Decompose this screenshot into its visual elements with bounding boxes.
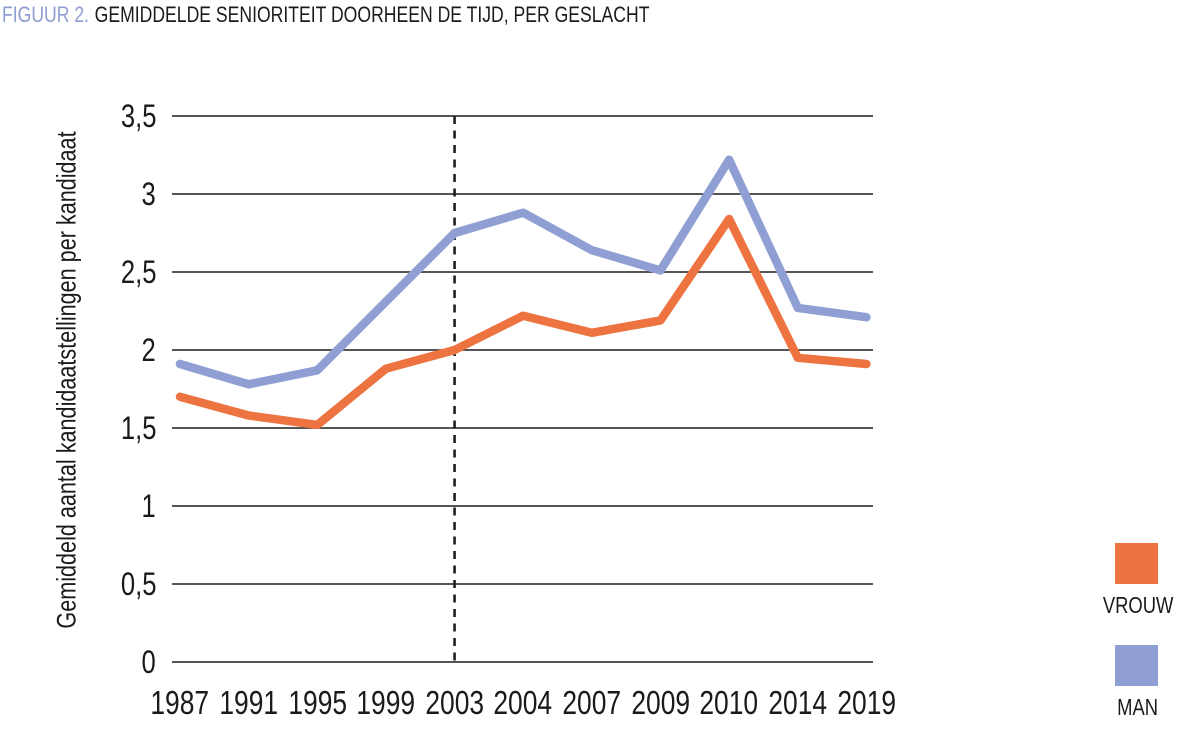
y-tick-label: 1 xyxy=(141,488,156,524)
x-tick-label: 2014 xyxy=(768,684,828,721)
y-tick-label: 3,5 xyxy=(120,98,156,134)
legend-swatch-vrouw xyxy=(1115,543,1158,584)
figure-title: FIGUUR 2. GEMIDDELDE SENIORITEIT DOORHEEN… xyxy=(2,2,811,28)
y-tick-label: 0,5 xyxy=(120,566,156,602)
x-tick-label: 2010 xyxy=(699,684,759,721)
legend-swatch-man xyxy=(1115,645,1158,686)
y-tick-label: 3 xyxy=(141,176,156,212)
x-tick-label: 2004 xyxy=(493,684,553,721)
y-tick-label: 1,5 xyxy=(120,410,156,446)
legend-label-man: MAN xyxy=(1117,694,1159,720)
x-tick-label: 1999 xyxy=(356,684,416,721)
x-tick-label: 1991 xyxy=(219,684,278,721)
series-line-vrouw xyxy=(175,214,871,430)
legend-label-vrouw: VROUW xyxy=(1102,592,1174,618)
x-tick-label: 2019 xyxy=(837,684,896,721)
x-tick-label: 2009 xyxy=(631,684,690,721)
x-tick-label: 2003 xyxy=(425,684,484,721)
y-tick-label: 2 xyxy=(141,332,156,368)
x-tick-label: 2007 xyxy=(562,684,622,721)
series-line-man xyxy=(175,155,871,389)
figure-number: FIGUUR 2. xyxy=(2,2,90,27)
figure-title-text: GEMIDDELDE SENIORITEIT DOORHEEN DE TIJD,… xyxy=(94,2,650,27)
x-tick-label: 1995 xyxy=(287,684,347,721)
y-tick-label: 0 xyxy=(141,644,156,680)
y-tick-label: 2,5 xyxy=(120,254,156,290)
x-tick-label: 1987 xyxy=(150,684,210,721)
